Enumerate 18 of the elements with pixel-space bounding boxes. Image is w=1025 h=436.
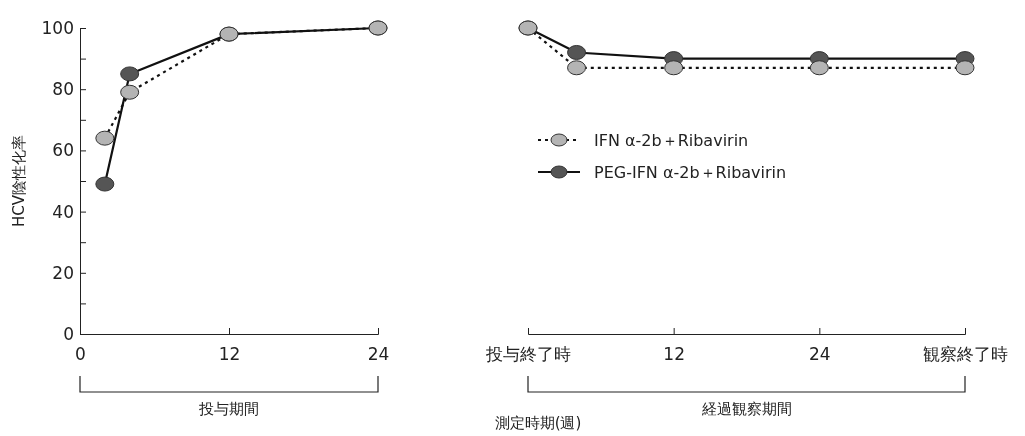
x-tick-label: 24 xyxy=(367,344,390,365)
legend-label: PEG-IFN α-2b＋Ribavirin xyxy=(594,163,787,182)
y-tick-label: 0 xyxy=(63,323,74,344)
legend-label: IFN α-2b＋Ribavirin xyxy=(594,131,749,150)
y-tick-label: 100 xyxy=(41,17,74,38)
x-tick-label: 観察終了時 xyxy=(923,344,1008,365)
x-tick-label: 24 xyxy=(809,344,831,365)
y-tick-label: 60 xyxy=(52,140,74,161)
x-tick-label: 投与終了時 xyxy=(485,344,571,365)
y-axis-title: HCV陰性化率 xyxy=(10,134,28,228)
y-tick-label: 40 xyxy=(52,201,74,222)
x-axis-title: 測定時期(週) xyxy=(494,414,582,432)
text: 投与期間 xyxy=(198,400,259,418)
text: 経過観察期間 xyxy=(700,400,792,418)
x-tick-label: 12 xyxy=(218,344,241,365)
y-tick-label: 80 xyxy=(52,79,74,100)
x-tick-label: 12 xyxy=(663,344,685,365)
y-tick-label: 20 xyxy=(52,262,74,283)
